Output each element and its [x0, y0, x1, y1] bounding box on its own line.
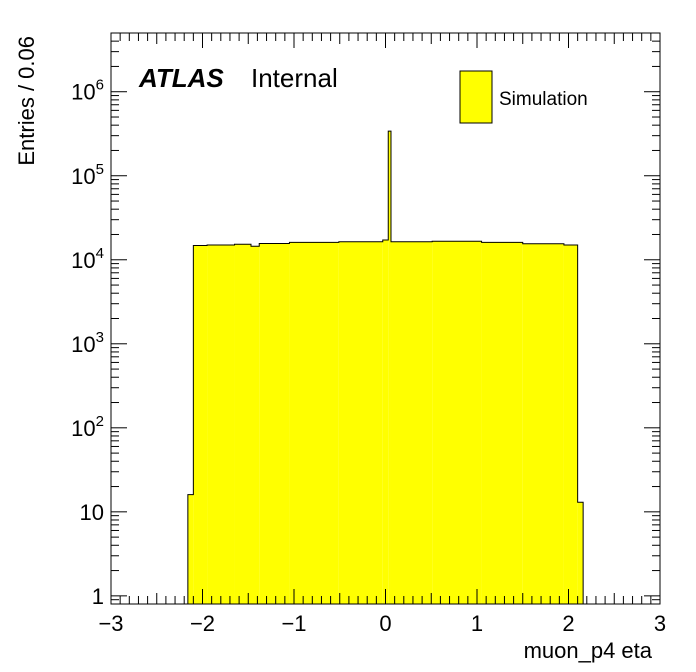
- histogram-bar-5: [259, 243, 290, 605]
- histogram-bar-7: [338, 241, 383, 604]
- y-tick-label: 106: [71, 77, 104, 105]
- histogram-bar-10: [390, 241, 433, 604]
- x-tick-label: −2: [190, 611, 215, 636]
- histogram-bar-12: [481, 242, 523, 604]
- x-tick-label: 2: [562, 611, 574, 636]
- histogram-bar-3: [234, 244, 251, 604]
- x-tick-label: −3: [98, 611, 123, 636]
- legend-swatch-simulation: [459, 70, 493, 124]
- y-tick-label: 1: [92, 584, 104, 609]
- x-axis-tick-labels: −3 −2 −1 0 1 2 3: [98, 611, 666, 636]
- histogram-outline: [187, 130, 584, 604]
- y-tick-label: 10: [80, 500, 104, 525]
- histogram-bar-11: [432, 241, 482, 604]
- histogram-bins: [187, 130, 584, 605]
- x-tick-label: 0: [379, 611, 391, 636]
- x-axis-ticks: [110, 33, 661, 604]
- histogram-bar-0: [187, 494, 194, 604]
- y-tick-label: 102: [71, 413, 104, 441]
- internal-label: Internal: [251, 63, 338, 93]
- x-tick-label: 1: [471, 611, 483, 636]
- legend: Simulation: [459, 70, 588, 124]
- x-tick-label: 3: [654, 611, 666, 636]
- y-axis-ticks: [111, 32, 660, 605]
- histogram-bar-15: [577, 502, 584, 604]
- histogram-bar-9: [388, 131, 391, 604]
- legend-label-simulation: Simulation: [499, 89, 588, 110]
- y-tick-label: 105: [71, 161, 104, 189]
- histogram-bar-13: [522, 243, 564, 604]
- histogram-bar-6: [289, 242, 339, 604]
- atlas-label: ATLAS: [138, 63, 224, 93]
- histogram-bar-14: [563, 244, 578, 604]
- histogram-bar-4: [250, 246, 260, 604]
- x-axis-title: muon_p4 eta: [524, 638, 653, 663]
- y-tick-label: 103: [71, 329, 104, 357]
- y-tick-label: 104: [71, 245, 104, 273]
- histogram-bar-8: [382, 239, 389, 604]
- histogram-bar-2: [207, 244, 235, 604]
- histogram-bar-1: [193, 245, 208, 604]
- x-tick-label: −1: [281, 611, 306, 636]
- y-axis-title: Entries / 0.06: [14, 36, 39, 166]
- y-axis-tick-labels: 1 10 102 103 104 105 106: [71, 77, 104, 609]
